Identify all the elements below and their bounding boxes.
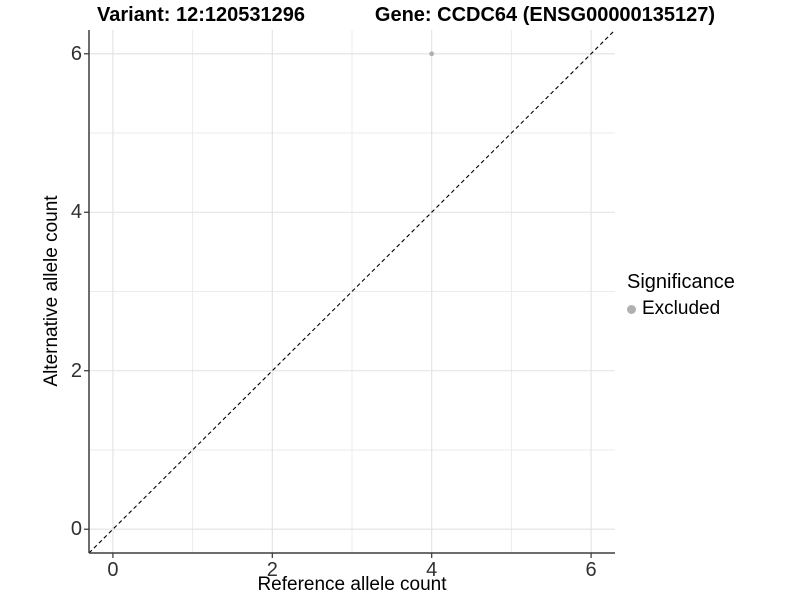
legend-items: Excluded xyxy=(627,298,735,320)
x-tick-label: 2 xyxy=(266,559,278,581)
variant-title: Variant: 12:120531296 xyxy=(97,4,305,26)
x-axis-title: Reference allele count xyxy=(257,574,447,595)
legend-item-label: Excluded xyxy=(642,298,721,319)
legend-marker-icon xyxy=(627,304,636,314)
identity-reference-line xyxy=(88,29,616,554)
y-tick-label: 4 xyxy=(70,201,82,224)
legend-title: Significance xyxy=(627,271,735,293)
legend-item: Excluded xyxy=(627,298,735,320)
gene-title: Gene: CCDC64 (ENSG00000135127) xyxy=(374,4,716,26)
data-point xyxy=(429,51,435,57)
x-tick-label: 6 xyxy=(585,559,597,581)
y-axis-title: Alternative allele count xyxy=(41,195,62,387)
y-tick-label: 6 xyxy=(70,42,82,65)
legend: Significance Excluded xyxy=(627,271,735,320)
y-tick-label: 0 xyxy=(70,518,82,541)
x-tick-label: 0 xyxy=(107,559,119,581)
y-tick-label: 2 xyxy=(70,359,82,382)
x-tick-label: 4 xyxy=(426,559,438,581)
